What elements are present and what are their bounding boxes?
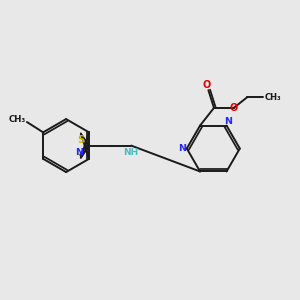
Text: CH₃: CH₃ (9, 116, 26, 124)
Text: N: N (178, 144, 186, 153)
Text: O: O (203, 80, 211, 90)
Text: CH₃: CH₃ (265, 93, 282, 102)
Text: O: O (230, 103, 238, 113)
Text: NH: NH (124, 148, 139, 157)
Text: S: S (77, 134, 84, 145)
Text: N: N (224, 117, 232, 126)
Text: N: N (75, 148, 83, 157)
